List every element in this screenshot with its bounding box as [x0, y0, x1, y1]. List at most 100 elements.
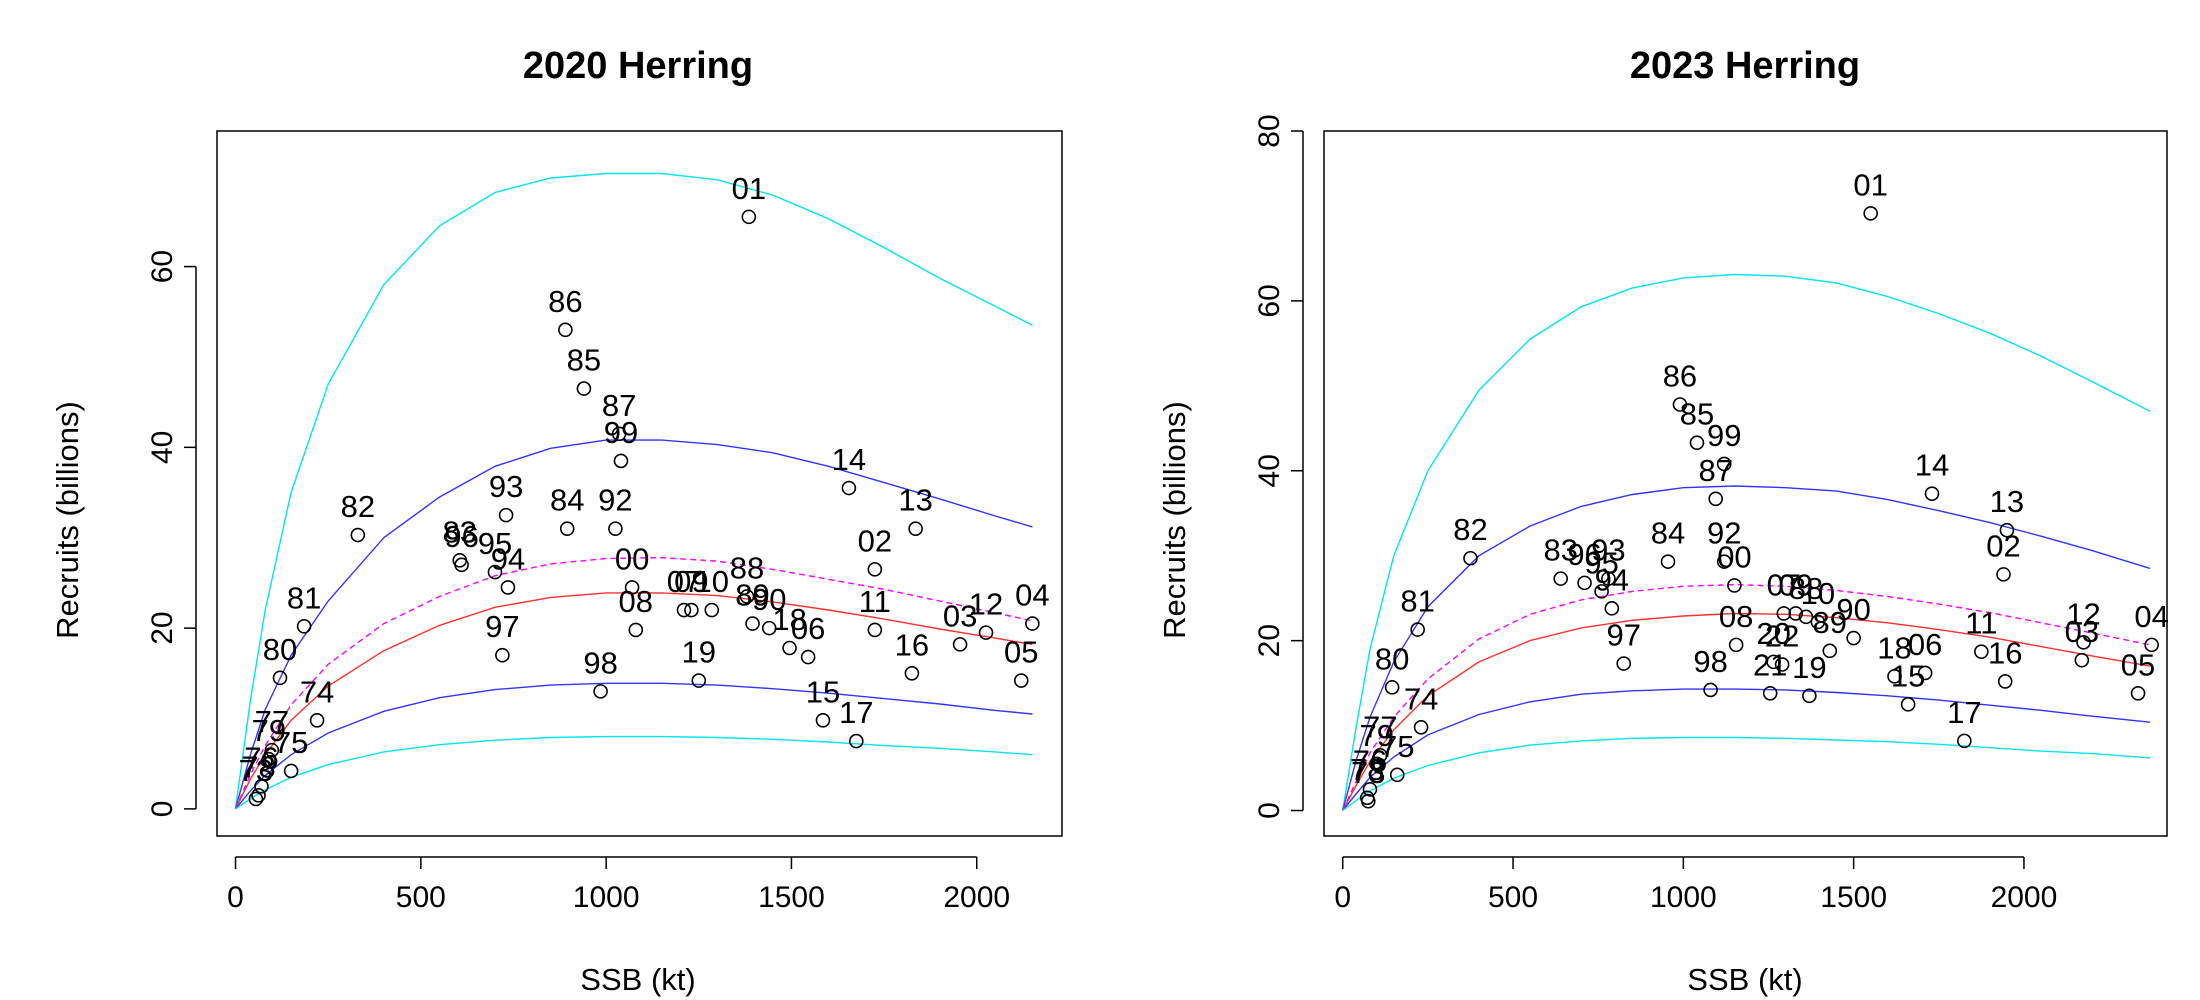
x-tick-label: 0: [1334, 881, 1351, 914]
point-year-label: 82: [1453, 512, 1487, 547]
point-year-label: 13: [898, 483, 932, 518]
data-point: [867, 562, 883, 577]
x-axis-label: SSB (kt): [1687, 962, 1802, 997]
data-point: [849, 733, 864, 749]
point-year-label: 14: [1915, 448, 1949, 483]
data-point: [1788, 606, 1804, 621]
data-point: [1996, 567, 2011, 582]
point-year-label: 08: [1719, 599, 1753, 634]
point-year-label: 86: [1663, 359, 1697, 394]
x-tick-label: 500: [396, 881, 446, 914]
point-year-label: 03: [2065, 614, 2099, 649]
point-year-label: 93: [489, 469, 523, 504]
y-tick-label: 20: [146, 611, 179, 644]
point-year-label: 09: [674, 564, 708, 599]
data-point: [576, 381, 592, 396]
data-point: [1594, 584, 1609, 599]
point-year-label: 98: [583, 645, 617, 680]
plot-area: 0 500 1000 1500 2000020406080018685879914138…: [1253, 114, 2169, 914]
point-year-label: 77: [1363, 709, 1397, 744]
point-year-label: 76: [244, 740, 278, 775]
point-year-label: 06: [1908, 627, 1942, 662]
data-point: [739, 589, 755, 604]
data-point: [1887, 669, 1902, 684]
data-point: [1810, 614, 1826, 630]
data-point: [1917, 665, 1933, 681]
mean-curve: [234, 556, 1033, 810]
data-point: [1846, 630, 1861, 646]
point-year-label: 04: [1015, 578, 1049, 613]
data-point: [1957, 733, 1972, 749]
point-year-label: 93: [1591, 533, 1625, 568]
point-year-label: 89: [1813, 605, 1847, 640]
data-point: [704, 602, 720, 618]
point-year-label: 05: [1004, 635, 1038, 670]
data-point: [1997, 674, 2013, 689]
x-tick-label: 0: [227, 881, 244, 914]
data-point: [691, 673, 707, 688]
point-year-label: 01: [732, 171, 766, 206]
data-point: [1372, 748, 1388, 763]
point-year-label: 74: [300, 674, 334, 709]
x-tick-label: 1000: [573, 881, 640, 914]
point-year-label: 12: [2066, 596, 2100, 631]
point-year-label: 11: [859, 584, 891, 619]
data-point: [296, 619, 312, 634]
x-axis-label: SSB (kt): [580, 962, 695, 997]
point-year-label: 02: [1986, 528, 2020, 563]
point-year-label: 92: [598, 483, 632, 518]
data-point: [1999, 522, 2015, 538]
data-point: [2130, 686, 2146, 701]
data-point: [1863, 206, 1878, 221]
x-tick-label: 1500: [758, 881, 825, 914]
data-point: [952, 637, 968, 652]
point-year-label: 99: [604, 415, 638, 450]
point-year-label: 10: [1801, 576, 1835, 611]
point-year-label: 73: [1351, 755, 1385, 790]
point-year-label: 22: [1765, 618, 1799, 653]
data-point: [761, 620, 777, 636]
x-tick-label: 2000: [1991, 881, 2058, 914]
point-year-label: 00: [615, 541, 649, 576]
x-tick-label: 1000: [1650, 881, 1717, 914]
inner-interval-curve: [234, 682, 1033, 810]
point-year-label: 17: [839, 695, 873, 730]
point-year-label: 73: [239, 753, 273, 788]
y-tick-label: 20: [1253, 624, 1286, 657]
point-year-label: 06: [791, 611, 825, 646]
point-year-label: 78: [241, 749, 275, 784]
data-point: [841, 480, 857, 496]
data-point: [1974, 644, 1989, 659]
data-point: [1013, 673, 1029, 688]
point-year-label: 21: [1753, 647, 1787, 682]
data-point: [782, 640, 797, 656]
y-axis-label: Recruits (billions): [1157, 401, 1192, 639]
point-year-label: 85: [1680, 397, 1714, 432]
data-point: [283, 763, 299, 779]
y-tick-label: 80: [1253, 114, 1286, 147]
data-point: [495, 647, 510, 663]
point-year-label: 96: [1567, 537, 1601, 572]
point-year-label: 85: [567, 343, 601, 378]
data-point: [1900, 697, 1916, 712]
point-year-label: 94: [491, 541, 525, 576]
data-point: [1413, 719, 1429, 735]
data-point: [741, 209, 757, 225]
point-year-label: 92: [1707, 516, 1741, 551]
data-point: [1463, 550, 1478, 566]
point-year-label: 03: [943, 598, 977, 633]
data-point: [1798, 609, 1814, 625]
data-point: [487, 564, 503, 580]
median-curve: [1342, 612, 2151, 811]
data-point: [1410, 622, 1425, 637]
data-point: [1689, 435, 1705, 451]
point-year-label: 10: [695, 564, 729, 599]
outer-interval-curve: [1342, 736, 2151, 812]
data-point: [613, 453, 629, 469]
data-point: [1025, 616, 1040, 631]
point-year-label: 74: [1404, 681, 1438, 716]
point-year-label: 83: [1543, 533, 1577, 568]
data-point: [978, 625, 994, 640]
data-point: [908, 521, 923, 536]
y-tick-label: 40: [1253, 454, 1286, 487]
